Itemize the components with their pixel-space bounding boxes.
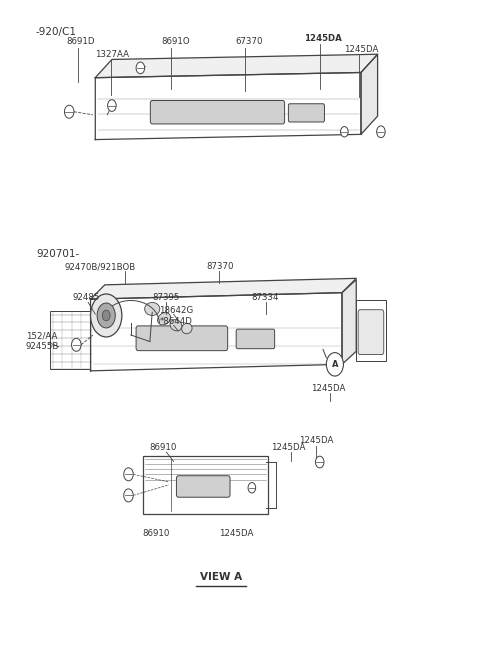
Circle shape (377, 126, 385, 137)
Ellipse shape (170, 319, 182, 331)
FancyBboxPatch shape (236, 329, 275, 349)
Text: 86910: 86910 (143, 529, 170, 538)
Text: 87395: 87395 (152, 293, 180, 302)
Circle shape (124, 489, 133, 502)
Text: 86910: 86910 (150, 443, 177, 451)
FancyBboxPatch shape (50, 311, 93, 369)
Circle shape (341, 127, 348, 137)
Text: 1327AA: 1327AA (96, 51, 129, 59)
Text: 8691O: 8691O (162, 37, 191, 47)
Polygon shape (96, 72, 361, 139)
Circle shape (136, 62, 144, 74)
Polygon shape (96, 55, 378, 78)
Text: VIEW A: VIEW A (200, 572, 242, 582)
Text: 1245DA: 1245DA (271, 443, 305, 451)
FancyBboxPatch shape (288, 104, 324, 122)
FancyBboxPatch shape (136, 326, 228, 351)
Circle shape (64, 105, 74, 118)
Text: 152/AA: 152/AA (25, 332, 57, 341)
Circle shape (124, 468, 133, 481)
Ellipse shape (181, 323, 192, 334)
FancyBboxPatch shape (143, 455, 268, 514)
Circle shape (72, 338, 81, 351)
Text: 92485: 92485 (73, 293, 100, 302)
Text: 87334: 87334 (252, 293, 279, 302)
Text: 1245DA: 1245DA (344, 45, 379, 54)
Text: A: A (332, 360, 338, 369)
Text: 1245DA: 1245DA (304, 34, 342, 43)
Polygon shape (91, 292, 342, 371)
Text: 67370: 67370 (235, 37, 263, 47)
Polygon shape (342, 280, 356, 365)
Ellipse shape (157, 313, 170, 325)
Circle shape (315, 456, 324, 468)
Text: 92470B/921BOB: 92470B/921BOB (64, 262, 136, 271)
FancyBboxPatch shape (150, 101, 285, 124)
Circle shape (248, 483, 256, 493)
Polygon shape (361, 55, 378, 135)
Text: 920701-: 920701- (36, 248, 79, 259)
Circle shape (108, 100, 116, 112)
Text: 1245DA: 1245DA (219, 529, 253, 538)
Text: 8691D: 8691D (67, 37, 96, 47)
FancyBboxPatch shape (358, 309, 384, 355)
FancyBboxPatch shape (177, 476, 230, 497)
FancyBboxPatch shape (356, 300, 385, 361)
Text: 1245DA: 1245DA (311, 384, 346, 393)
Polygon shape (91, 279, 356, 299)
Circle shape (326, 353, 343, 376)
Text: 18642G: 18642G (159, 306, 193, 315)
Text: 1245DA: 1245DA (300, 436, 334, 445)
Text: *8644D: *8644D (159, 317, 192, 326)
Text: 92455B: 92455B (25, 342, 59, 351)
Circle shape (102, 310, 110, 321)
Circle shape (91, 294, 122, 337)
Text: 87370: 87370 (207, 262, 234, 271)
Ellipse shape (144, 302, 160, 315)
Circle shape (97, 303, 115, 328)
Text: -920/C1: -920/C1 (36, 27, 77, 37)
